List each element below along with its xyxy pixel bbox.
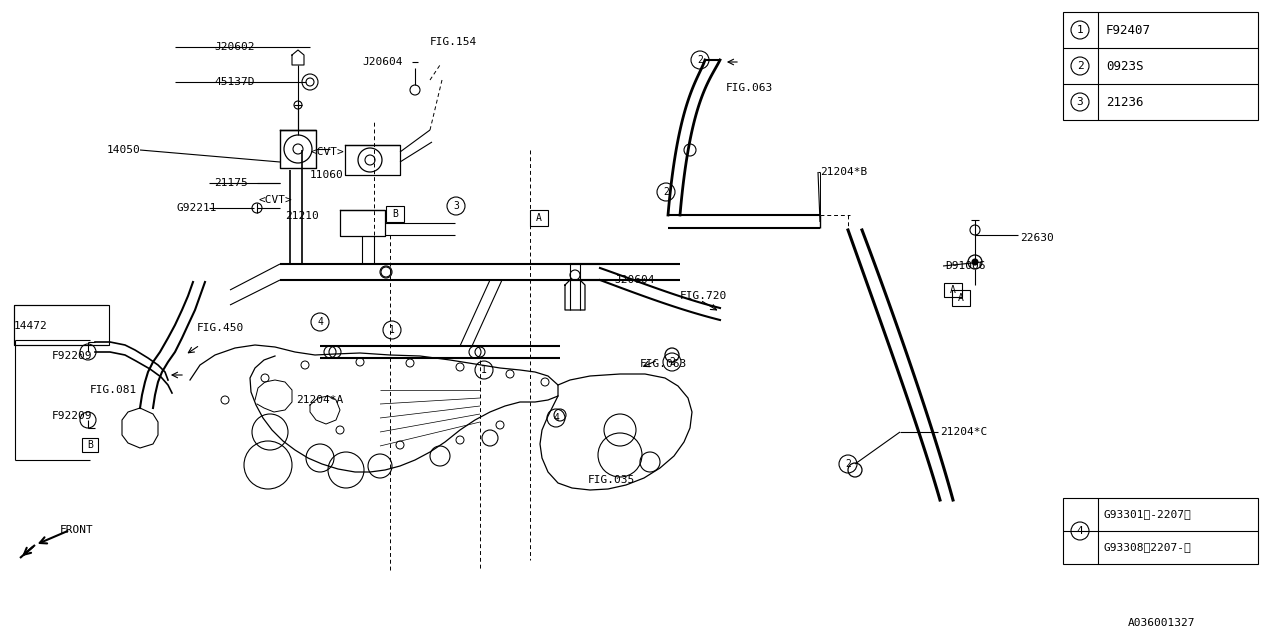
Bar (1062, 12, 1258, 120)
Text: 21175: 21175 (214, 178, 248, 188)
Text: FIG.063: FIG.063 (726, 83, 773, 93)
Text: 4: 4 (317, 317, 323, 327)
Text: 4: 4 (553, 413, 559, 423)
Bar (14, 305, 109, 345)
Text: G93308「2207-」: G93308「2207-」 (1103, 543, 1192, 552)
Text: 14050: 14050 (108, 145, 141, 155)
Text: 22630: 22630 (1020, 233, 1053, 243)
Text: J20604: J20604 (614, 275, 654, 285)
Text: F92209: F92209 (52, 351, 92, 361)
Bar (945, 283, 963, 297)
Text: 0923S: 0923S (1106, 60, 1143, 72)
Circle shape (972, 259, 978, 265)
Text: 11060: 11060 (310, 170, 344, 180)
Text: B: B (87, 440, 93, 450)
Text: D91006: D91006 (945, 261, 986, 271)
Text: A: A (950, 285, 956, 295)
Text: FIG.154: FIG.154 (430, 37, 477, 47)
Text: 3: 3 (1076, 97, 1083, 107)
Text: F92407: F92407 (1106, 24, 1151, 36)
Text: 21204*B: 21204*B (820, 167, 868, 177)
Text: 3: 3 (453, 201, 460, 211)
Text: 2: 2 (663, 187, 669, 197)
Text: 14472: 14472 (14, 321, 47, 331)
Bar (82, 438, 99, 452)
Text: FIG.720: FIG.720 (680, 291, 727, 301)
Text: A036001327: A036001327 (1128, 618, 1196, 628)
Text: FIG.035: FIG.035 (588, 475, 635, 485)
Text: 2: 2 (669, 357, 675, 367)
Bar (1062, 498, 1258, 564)
Text: G93301「-2207」: G93301「-2207」 (1103, 509, 1192, 520)
Text: <CVT>: <CVT> (310, 147, 344, 157)
Text: FIG.081: FIG.081 (90, 385, 137, 395)
Text: FIG.063: FIG.063 (640, 359, 687, 369)
Text: <CVT>: <CVT> (259, 195, 292, 205)
Text: A: A (957, 293, 964, 303)
Text: FIG.450: FIG.450 (197, 323, 244, 333)
Text: G92211: G92211 (177, 203, 216, 213)
Text: A: A (536, 213, 541, 223)
Text: 21204*A: 21204*A (296, 395, 343, 405)
Text: 1: 1 (389, 325, 396, 335)
Text: 1: 1 (481, 365, 486, 375)
Text: J20604: J20604 (362, 57, 402, 67)
Circle shape (968, 255, 982, 269)
Text: 21204*C: 21204*C (940, 427, 987, 437)
Text: 21210: 21210 (285, 211, 319, 221)
Text: 1: 1 (1076, 25, 1083, 35)
Text: 45137D: 45137D (214, 77, 255, 87)
Bar (387, 206, 404, 222)
Text: 2: 2 (845, 459, 851, 469)
Text: 2: 2 (698, 55, 703, 65)
Text: 21236: 21236 (1106, 95, 1143, 109)
Text: B: B (392, 209, 398, 219)
Bar (952, 290, 970, 306)
Bar (530, 210, 548, 226)
Text: J20602: J20602 (214, 42, 255, 52)
Text: 2: 2 (1076, 61, 1083, 71)
Text: F92209: F92209 (52, 411, 92, 421)
Text: FRONT: FRONT (60, 525, 93, 535)
Text: 4: 4 (1076, 526, 1083, 536)
Circle shape (294, 101, 302, 109)
